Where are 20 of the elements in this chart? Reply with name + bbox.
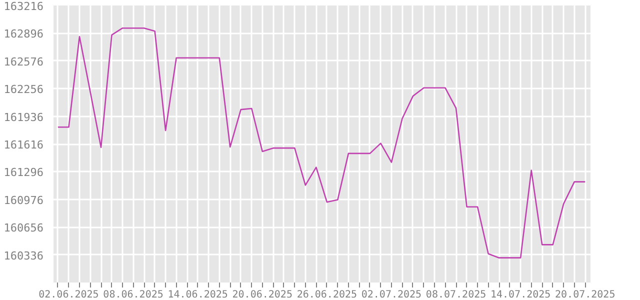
- x-tick-label: 26.06.2025: [296, 290, 358, 300]
- y-tick-label: 160336: [4, 249, 44, 262]
- y-tick-label: 160656: [4, 222, 44, 235]
- y-tick-label: 161936: [4, 110, 44, 124]
- x-tick-label: 08.07.2025: [426, 290, 486, 300]
- x-tick-label: 20.07.2025: [555, 290, 616, 300]
- line-series: [57, 27, 586, 258]
- x-tick-label: 02.06.2025: [38, 290, 99, 300]
- x-tick-label: 20.06.2025: [232, 290, 292, 300]
- y-tick-label: 162896: [4, 28, 44, 41]
- x-tick-label: 02.07.2025: [361, 290, 422, 300]
- y-tick-label: 160976: [4, 194, 44, 207]
- y-tick-label: 162576: [4, 55, 44, 68]
- x-tick-label: 14.06.2025: [168, 290, 228, 300]
- x-tick-label: 08.06.2025: [103, 290, 164, 300]
- y-tick-label: 162256: [4, 83, 44, 96]
- y-tick-label: 161296: [4, 166, 44, 180]
- y-tick-label: 161616: [4, 138, 44, 152]
- x-tick-label: 14.07.2025: [490, 290, 551, 300]
- y-tick-label: 163216: [4, 0, 44, 13]
